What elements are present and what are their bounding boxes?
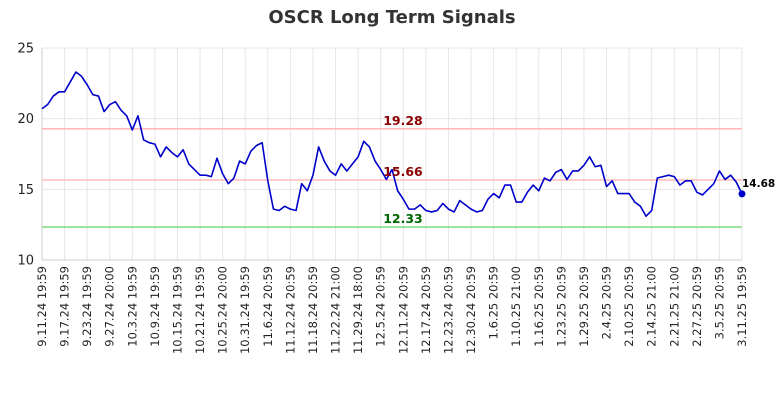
- x-tick-label: 2.21.25 21:00: [667, 266, 681, 347]
- y-tick-label: 20: [17, 112, 34, 127]
- x-tick-label: 12.23.24 20:59: [441, 266, 455, 354]
- x-tick-label: 12.30.24 20:59: [464, 266, 478, 354]
- x-tick-label: 2.4.25 20:59: [600, 266, 614, 339]
- last-point-label: 14.68: [742, 178, 775, 190]
- x-tick-label: 9.23.24 19:59: [80, 266, 94, 347]
- x-tick-label: 11.29.24 18:00: [351, 266, 365, 354]
- x-tick-label: 1.6.25 20:59: [487, 266, 501, 339]
- x-tick-label: 1.29.25 20:59: [577, 266, 591, 347]
- x-tick-label: 2.27.25 20:59: [690, 266, 704, 347]
- reference-label: 19.28: [383, 113, 423, 128]
- x-tick-label: 9.27.24 20:00: [103, 266, 117, 347]
- x-tick-label: 10.9.24 19:59: [148, 266, 162, 347]
- x-tick-label: 11.12.24 20:59: [283, 266, 297, 354]
- chart-title: OSCR Long Term Signals: [268, 7, 516, 28]
- price-series-line: [41, 71, 743, 217]
- x-tick-label: 9.11.24 19:59: [35, 266, 49, 347]
- reference-label: 12.33: [383, 211, 423, 226]
- x-tick-label: 12.17.24 20:59: [419, 266, 433, 354]
- y-tick-label: 15: [17, 183, 34, 198]
- y-tick-label: 25: [17, 42, 34, 57]
- x-tick-label: 3.5.25 20:59: [712, 266, 726, 339]
- x-tick-label: 2.10.25 20:59: [622, 266, 636, 347]
- x-tick-label: 10.25.24 20:00: [216, 266, 230, 354]
- x-tick-label: 10.15.24 19:59: [170, 266, 184, 354]
- x-tick-label: 11.6.24 20:59: [261, 266, 275, 347]
- x-tick-label: 1.10.25 21:00: [509, 266, 523, 347]
- x-tick-label: 3.11.25 19:59: [735, 266, 749, 347]
- last-point-marker: [738, 190, 746, 198]
- x-tick-label: 10.31.24 19:59: [238, 266, 252, 354]
- x-tick-label: 2.14.25 21:00: [645, 266, 659, 347]
- x-tick-label: 11.18.24 20:59: [306, 266, 320, 354]
- x-tick-label: 12.11.24 20:59: [396, 266, 410, 354]
- x-tick-label: 12.5.24 20:59: [374, 266, 388, 347]
- y-tick-label: 10: [17, 254, 34, 269]
- x-tick-label: 1.23.25 20:59: [554, 266, 568, 347]
- x-tick-label: 10.21.24 19:59: [193, 266, 207, 354]
- x-tick-label: 1.16.25 20:59: [532, 266, 546, 347]
- reference-label: 15.66: [383, 164, 423, 179]
- x-tick-label: 10.3.24 19:59: [125, 266, 139, 347]
- x-tick-label: 11.22.24 21:00: [329, 266, 343, 354]
- x-tick-label: 9.17.24 19:59: [58, 266, 72, 347]
